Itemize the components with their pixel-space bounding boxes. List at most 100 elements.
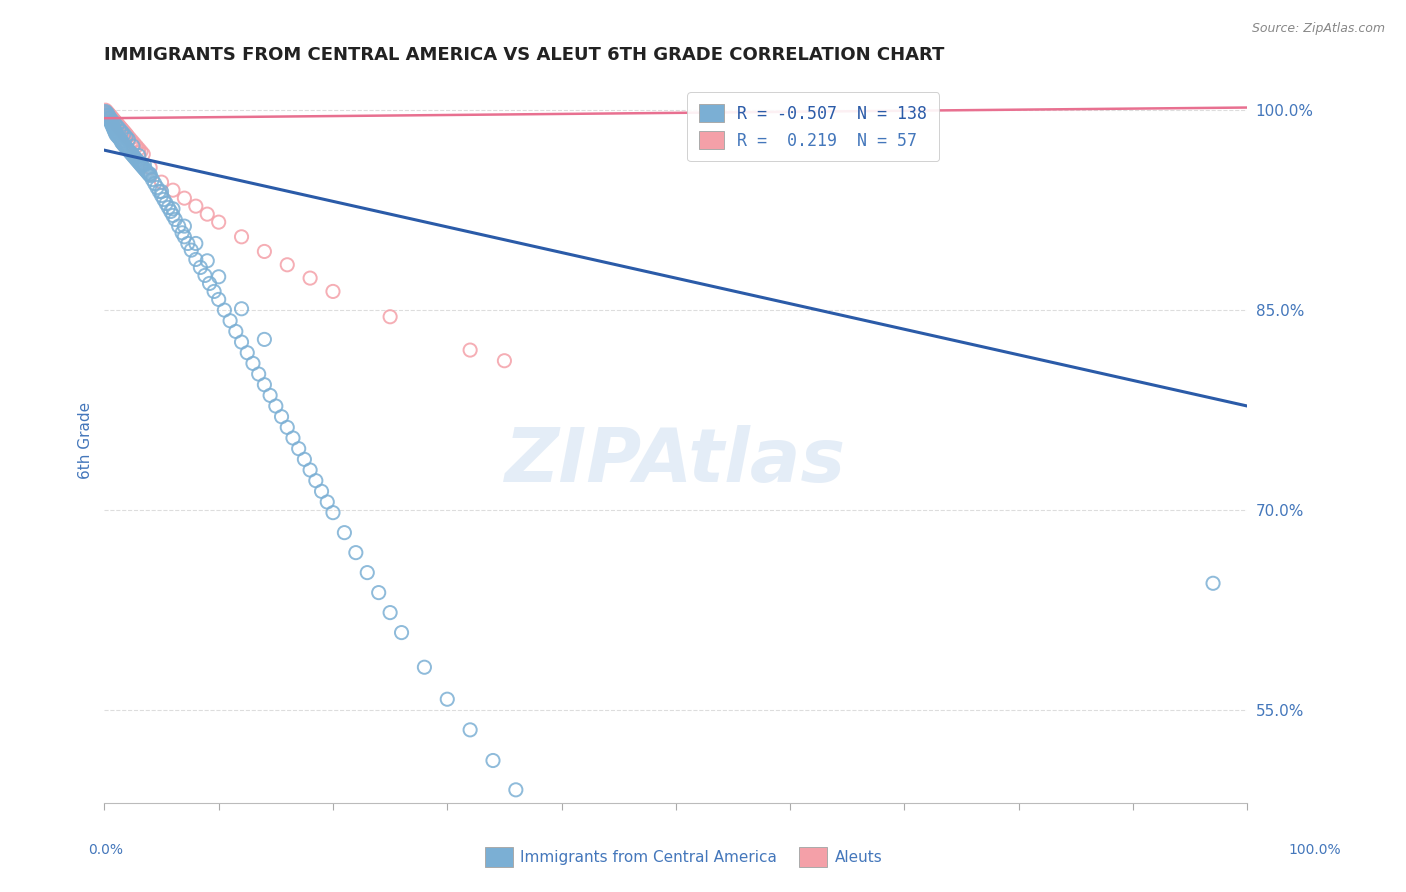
Point [162,202,184,216]
Point [138,167,160,181]
Point [104,116,127,130]
Text: Immigrants from Central America: Immigrants from Central America [520,850,778,864]
Point [104,124,127,138]
Point [281,431,304,445]
Y-axis label: 6th Grade: 6th Grade [79,401,93,479]
Point [173,229,195,244]
Point [146,180,169,194]
Point [195,207,218,221]
Point [111,123,134,137]
Point [100,112,122,126]
Point [115,129,138,144]
Text: 100.0%: 100.0% [1288,843,1341,857]
Point [333,525,356,540]
Point [135,163,157,178]
Point [98,113,121,128]
Point [104,113,127,128]
Point [94,103,117,118]
Point [247,367,270,381]
Point [208,293,231,307]
Point [458,723,481,737]
Point [98,112,121,127]
Point [458,343,481,357]
Point [103,113,125,128]
Point [114,126,136,140]
Point [117,143,139,157]
Point [128,148,150,162]
Point [259,388,281,402]
Point [253,244,276,259]
Point [128,142,150,156]
Point [219,314,242,328]
Point [97,109,120,123]
Point [322,285,344,299]
Point [136,166,159,180]
Point [120,145,142,160]
Point [108,131,131,145]
Text: 0.0%: 0.0% [89,843,122,857]
Point [134,161,156,176]
Point [299,271,322,285]
Point [104,115,127,129]
Point [127,153,149,168]
Point [134,158,156,172]
Point [208,215,231,229]
Point [98,109,121,123]
Point [264,399,287,413]
Text: Aleuts: Aleuts [835,850,883,864]
Point [132,147,155,161]
Point [111,124,134,138]
Point [104,126,127,140]
Point [115,142,138,156]
Point [100,115,122,129]
Point [115,140,138,154]
Point [115,127,138,141]
Point [94,104,117,119]
Point [128,145,150,160]
Point [184,236,207,251]
Point [101,118,124,132]
Point [173,219,195,234]
Point [101,119,124,133]
Point [311,484,333,499]
Point [292,452,315,467]
Text: IMMIGRANTS FROM CENTRAL AMERICA VS ALEUT 6TH GRADE CORRELATION CHART: IMMIGRANTS FROM CENTRAL AMERICA VS ALEUT… [104,46,945,64]
Point [105,116,128,130]
Point [225,325,247,339]
Point [436,692,458,706]
Point [125,139,148,153]
Text: Source: ZipAtlas.com: Source: ZipAtlas.com [1251,22,1385,36]
Point [202,285,225,299]
Point [270,409,292,424]
Point [231,301,253,316]
Point [184,252,207,267]
Point [214,303,236,318]
Point [97,106,120,120]
Point [97,109,120,123]
Point [124,151,146,165]
Point [172,226,194,240]
Point [322,506,344,520]
Point [103,121,125,136]
Point [139,169,162,183]
Point [111,136,134,151]
Point [100,116,122,130]
Point [122,150,145,164]
Point [153,193,176,207]
Point [139,161,162,175]
Point [139,167,162,181]
Point [550,838,572,853]
Point [165,212,187,227]
Point [150,185,173,199]
Point [162,209,184,223]
Point [148,185,170,199]
Point [122,137,145,152]
Point [287,442,309,456]
Point [253,333,276,347]
Point [208,269,231,284]
Point [112,124,135,138]
Point [231,229,253,244]
Point [122,136,145,151]
Point [231,334,253,349]
Legend: R = -0.507  N = 138, R =  0.219  N = 57: R = -0.507 N = 138, R = 0.219 N = 57 [688,93,939,161]
